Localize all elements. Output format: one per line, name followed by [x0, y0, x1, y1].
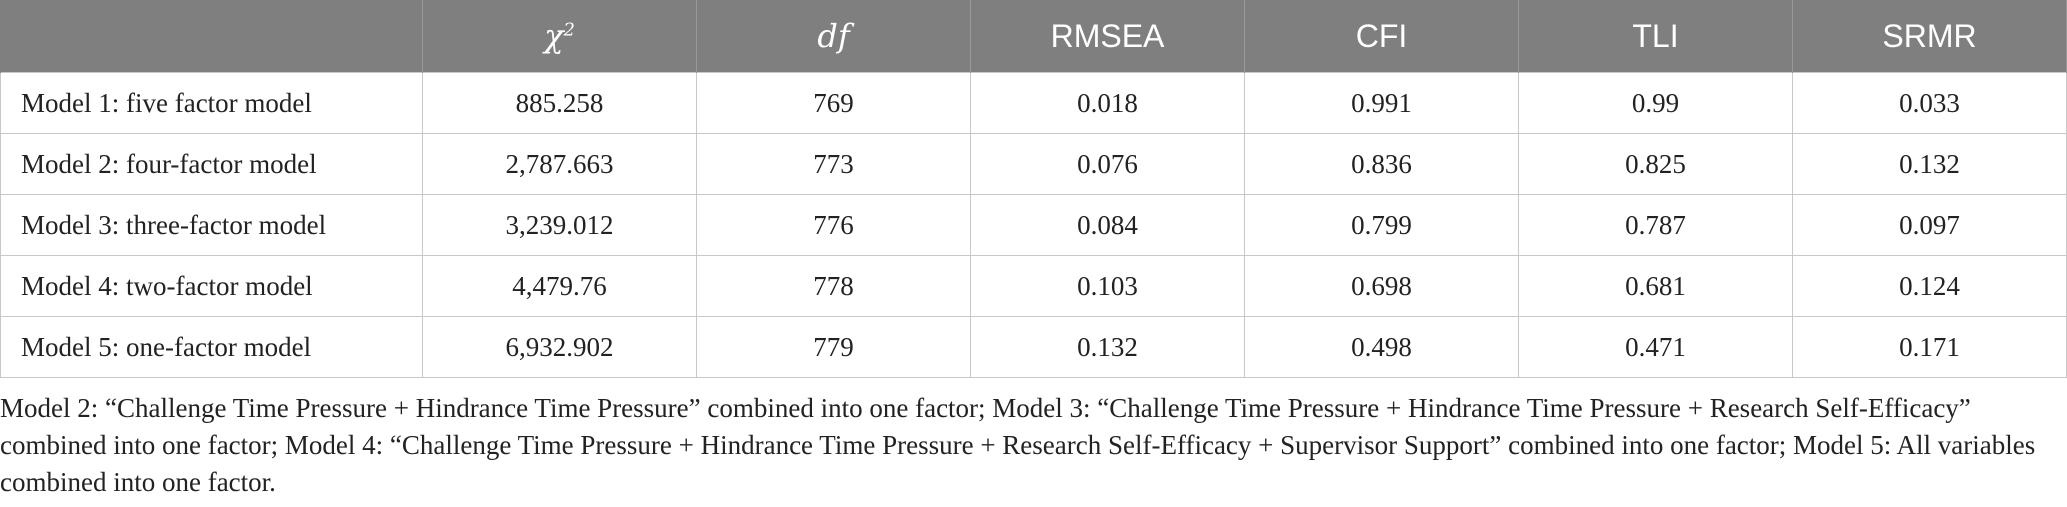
cell-cfi: 0.698: [1244, 255, 1519, 317]
cell-model: Model 4: two-factor model: [0, 255, 423, 317]
cell-rmsea: 0.103: [970, 255, 1245, 317]
fit-indices-table: χ2 df RMSEA CFI TLI SRMR Model 1: five f…: [0, 0, 2067, 378]
cell-model: Model 5: one-factor model: [0, 316, 423, 378]
header-rmsea-label: RMSEA: [1050, 17, 1165, 54]
header-model: [0, 0, 423, 73]
header-cfi: CFI: [1244, 0, 1519, 73]
header-srmr-label: SRMR: [1882, 17, 1977, 54]
cell-tli: 0.471: [1518, 316, 1793, 378]
header-srmr: SRMR: [1792, 0, 2067, 73]
cell-cfi: 0.799: [1244, 194, 1519, 256]
cell-df: 778: [696, 255, 971, 317]
cell-chi-square: 3,239.012: [422, 194, 697, 256]
cell-cfi: 0.991: [1244, 72, 1519, 134]
table-row: Model 4: two-factor model 4,479.76 778 0…: [0, 255, 2067, 317]
cell-tli: 0.787: [1518, 194, 1793, 256]
header-cfi-label: CFI: [1355, 17, 1408, 54]
cell-df: 779: [696, 316, 971, 378]
cell-srmr: 0.124: [1792, 255, 2067, 317]
header-df: df: [696, 0, 971, 73]
table-row: Model 5: one-factor model 6,932.902 779 …: [0, 316, 2067, 378]
cell-cfi: 0.498: [1244, 316, 1519, 378]
header-chi-square-label: χ: [544, 17, 564, 55]
cell-model: Model 2: four-factor model: [0, 133, 423, 195]
table-row: Model 2: four-factor model 2,787.663 773…: [0, 133, 2067, 195]
header-df-label: df: [817, 17, 850, 55]
header-row: χ2 df RMSEA CFI TLI SRMR: [0, 0, 2067, 73]
cell-rmsea: 0.018: [970, 72, 1245, 134]
fit-indices-table-container: χ2 df RMSEA CFI TLI SRMR Model 1: five f…: [0, 0, 2067, 378]
cell-srmr: 0.033: [1792, 72, 2067, 134]
table-header: χ2 df RMSEA CFI TLI SRMR: [0, 0, 2067, 73]
cell-df: 776: [696, 194, 971, 256]
cell-df: 773: [696, 133, 971, 195]
cell-model: Model 3: three-factor model: [0, 194, 423, 256]
cell-rmsea: 0.076: [970, 133, 1245, 195]
cell-chi-square: 6,932.902: [422, 316, 697, 378]
table-body: Model 1: five factor model 885.258 769 0…: [0, 72, 2067, 378]
cell-rmsea: 0.132: [970, 316, 1245, 378]
header-chi-square: χ2: [422, 0, 697, 73]
cell-chi-square: 2,787.663: [422, 133, 697, 195]
cell-srmr: 0.171: [1792, 316, 2067, 378]
cell-rmsea: 0.084: [970, 194, 1245, 256]
cell-cfi: 0.836: [1244, 133, 1519, 195]
table-row: Model 3: three-factor model 3,239.012 77…: [0, 194, 2067, 256]
cell-tli: 0.99: [1518, 72, 1793, 134]
header-tli: TLI: [1518, 0, 1793, 73]
table-row: Model 1: five factor model 885.258 769 0…: [0, 72, 2067, 134]
table-footnote: Model 2: “Challenge Time Pressure + Hind…: [0, 393, 2036, 497]
header-tli-label: TLI: [1632, 17, 1679, 54]
header-rmsea: RMSEA: [970, 0, 1245, 73]
cell-srmr: 0.132: [1792, 133, 2067, 195]
header-chi-square-sup: 2: [563, 19, 575, 41]
cell-chi-square: 885.258: [422, 72, 697, 134]
cell-srmr: 0.097: [1792, 194, 2067, 256]
cell-model: Model 1: five factor model: [0, 72, 423, 134]
cell-tli: 0.681: [1518, 255, 1793, 317]
cell-chi-square: 4,479.76: [422, 255, 697, 317]
cell-df: 769: [696, 72, 971, 134]
cell-tli: 0.825: [1518, 133, 1793, 195]
